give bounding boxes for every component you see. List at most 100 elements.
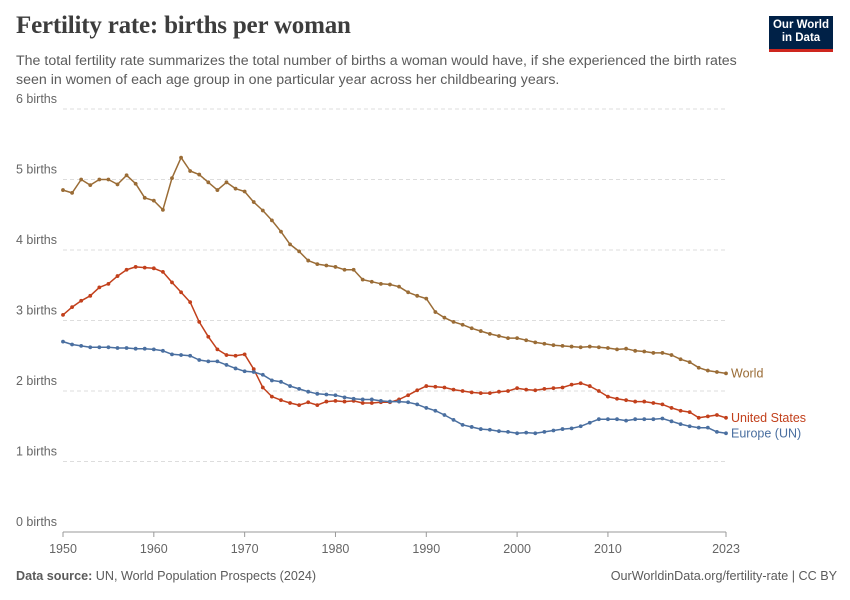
- data-point[interactable]: [606, 417, 610, 422]
- data-point[interactable]: [442, 315, 447, 320]
- data-point[interactable]: [633, 348, 638, 353]
- data-point[interactable]: [469, 425, 474, 429]
- data-point[interactable]: [533, 340, 538, 345]
- data-point[interactable]: [515, 336, 520, 341]
- data-point[interactable]: [79, 298, 84, 303]
- data-point[interactable]: [61, 339, 65, 344]
- data-point[interactable]: [406, 393, 411, 398]
- data-point[interactable]: [660, 402, 665, 407]
- data-point[interactable]: [297, 386, 302, 391]
- data-point[interactable]: [233, 186, 238, 191]
- data-point[interactable]: [424, 296, 429, 301]
- data-point[interactable]: [424, 406, 429, 410]
- data-point[interactable]: [306, 400, 311, 405]
- data-point[interactable]: [469, 390, 474, 395]
- data-point[interactable]: [487, 391, 492, 396]
- data-point[interactable]: [478, 427, 483, 431]
- data-point[interactable]: [578, 345, 583, 350]
- data-point[interactable]: [260, 372, 265, 377]
- data-point[interactable]: [669, 406, 674, 410]
- data-point[interactable]: [97, 177, 102, 182]
- data-point[interactable]: [524, 387, 529, 392]
- data-point[interactable]: [560, 427, 565, 431]
- data-point[interactable]: [115, 274, 120, 278]
- data-point[interactable]: [142, 265, 147, 270]
- data-point[interactable]: [151, 198, 156, 203]
- series-europe-un[interactable]: [61, 339, 728, 436]
- data-point[interactable]: [687, 424, 692, 429]
- series-united-states[interactable]: [61, 265, 728, 420]
- data-point[interactable]: [88, 345, 93, 350]
- data-point[interactable]: [197, 358, 202, 362]
- data-point[interactable]: [61, 312, 65, 317]
- data-point[interactable]: [70, 190, 74, 195]
- data-point[interactable]: [179, 155, 183, 160]
- data-point[interactable]: [351, 396, 356, 401]
- data-point[interactable]: [542, 386, 547, 391]
- data-point[interactable]: [606, 346, 610, 350]
- data-point[interactable]: [188, 300, 193, 305]
- data-point[interactable]: [161, 269, 165, 274]
- data-point[interactable]: [442, 413, 447, 417]
- series-line[interactable]: [62, 156, 727, 375]
- data-point[interactable]: [378, 281, 383, 286]
- data-point[interactable]: [715, 413, 719, 417]
- data-point[interactable]: [642, 417, 647, 422]
- data-point[interactable]: [696, 425, 701, 430]
- data-point[interactable]: [642, 399, 647, 404]
- data-point[interactable]: [124, 173, 129, 178]
- data-point[interactable]: [61, 188, 65, 192]
- data-point[interactable]: [106, 345, 111, 350]
- data-point[interactable]: [497, 334, 501, 338]
- data-point[interactable]: [224, 363, 229, 367]
- data-point[interactable]: [460, 422, 465, 427]
- data-point[interactable]: [478, 329, 483, 333]
- data-point[interactable]: [515, 386, 520, 391]
- data-point[interactable]: [569, 382, 574, 387]
- data-point[interactable]: [315, 391, 320, 396]
- data-point[interactable]: [397, 399, 401, 404]
- data-point[interactable]: [360, 277, 365, 282]
- data-point[interactable]: [497, 429, 501, 434]
- data-point[interactable]: [269, 394, 274, 399]
- data-point[interactable]: [188, 353, 193, 358]
- data-point[interactable]: [724, 415, 728, 420]
- data-point[interactable]: [578, 424, 583, 429]
- data-point[interactable]: [369, 279, 374, 284]
- data-point[interactable]: [170, 280, 174, 285]
- data-point[interactable]: [487, 427, 492, 432]
- data-point[interactable]: [687, 360, 692, 364]
- data-point[interactable]: [569, 344, 574, 349]
- data-point[interactable]: [288, 242, 292, 247]
- data-point[interactable]: [506, 336, 510, 341]
- data-point[interactable]: [233, 353, 238, 358]
- data-point[interactable]: [242, 189, 247, 194]
- data-point[interactable]: [88, 183, 93, 188]
- data-point[interactable]: [678, 408, 683, 413]
- data-point[interactable]: [596, 389, 601, 393]
- data-point[interactable]: [433, 310, 438, 314]
- data-point[interactable]: [506, 429, 510, 434]
- data-point[interactable]: [497, 389, 501, 394]
- data-point[interactable]: [224, 353, 229, 357]
- series-world[interactable]: [61, 155, 728, 376]
- data-point[interactable]: [651, 351, 656, 355]
- data-point[interactable]: [551, 386, 556, 391]
- data-point[interactable]: [251, 370, 256, 374]
- data-point[interactable]: [315, 403, 320, 407]
- data-point[interactable]: [242, 352, 247, 357]
- data-point[interactable]: [288, 384, 292, 388]
- data-point[interactable]: [705, 425, 710, 430]
- data-point[interactable]: [288, 401, 292, 405]
- data-point[interactable]: [397, 284, 401, 289]
- data-point[interactable]: [533, 388, 538, 393]
- data-point[interactable]: [70, 305, 74, 310]
- data-point[interactable]: [560, 385, 565, 390]
- data-point[interactable]: [633, 417, 638, 422]
- data-point[interactable]: [97, 345, 102, 350]
- data-point[interactable]: [215, 347, 220, 352]
- data-point[interactable]: [161, 348, 165, 353]
- data-point[interactable]: [451, 320, 456, 324]
- data-point[interactable]: [388, 399, 392, 404]
- data-point[interactable]: [269, 378, 274, 383]
